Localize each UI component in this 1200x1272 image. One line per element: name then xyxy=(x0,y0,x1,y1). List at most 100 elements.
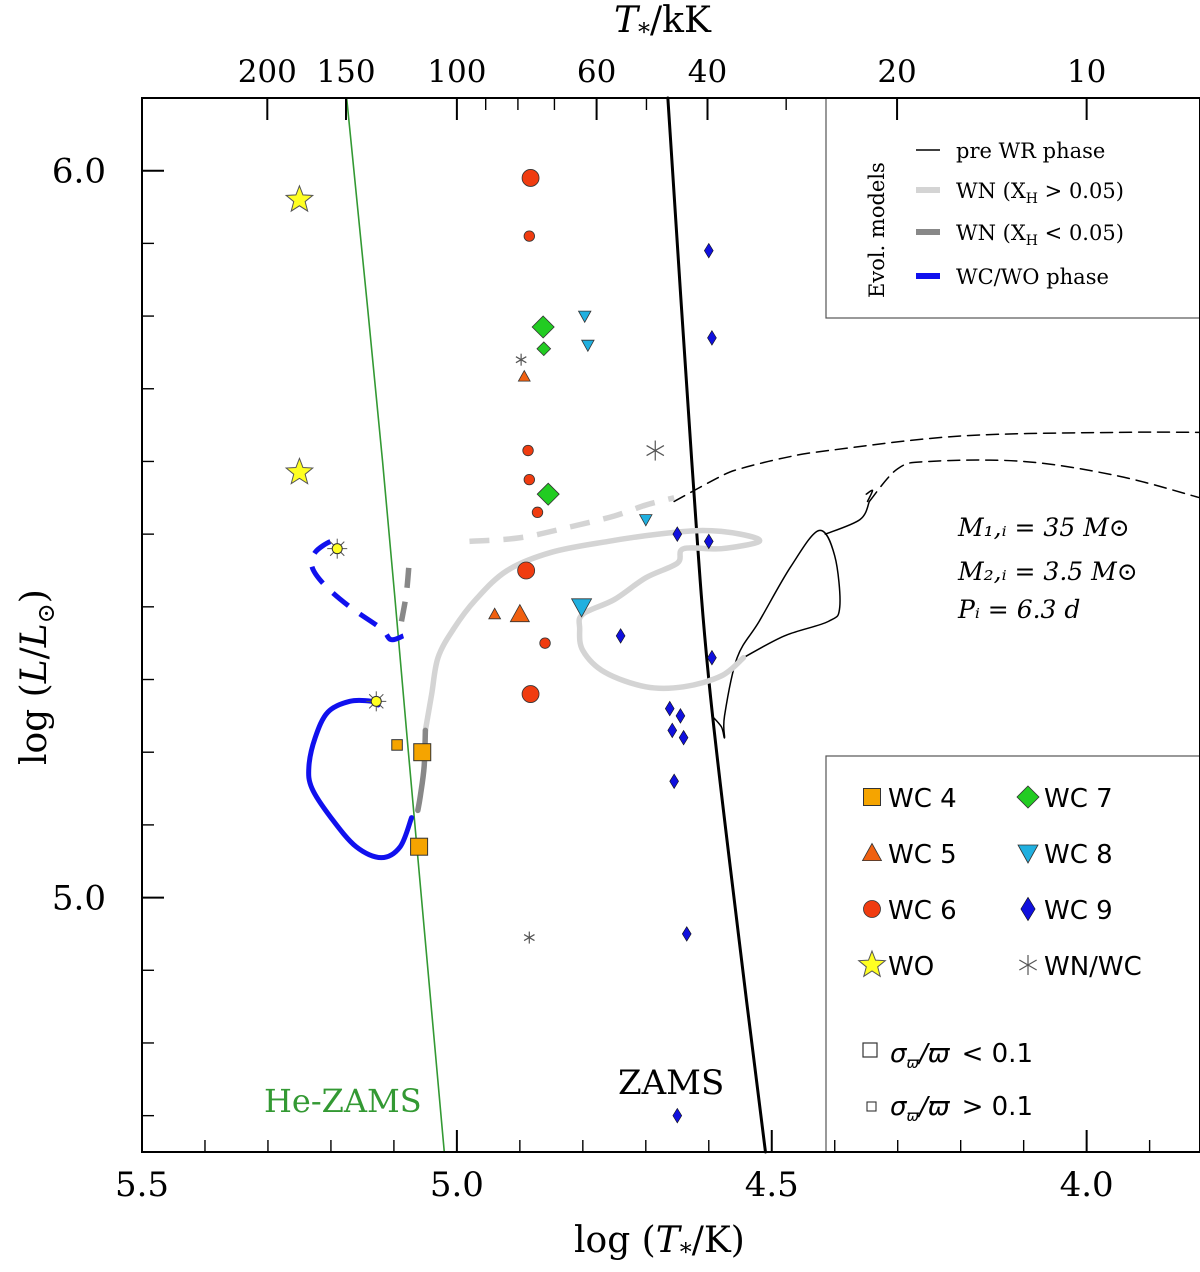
point-wc7 xyxy=(536,341,552,357)
mass1-label: M₁,ᵢ = 35 M⊙ xyxy=(957,513,1130,542)
track-wn-noh xyxy=(398,555,413,622)
y-axis-label: log (L/L⊙) xyxy=(14,589,60,765)
asterisk-ray xyxy=(523,934,535,942)
legend-marker-label: WC 5 xyxy=(888,840,957,870)
track-wn-noh xyxy=(415,727,429,814)
y-tick-label: 5.0 xyxy=(52,879,106,919)
legend-marker-label: WO xyxy=(888,952,934,982)
track-pre-wr xyxy=(711,529,841,739)
legend-marker-label: WN/WC xyxy=(1044,952,1142,982)
point-wc6 xyxy=(521,685,540,703)
point-wo xyxy=(284,456,315,485)
legend-spectral-types: WC 4 WC 7WC 5 WC 8WC 6 WC 9WO WN/WC σϖ/ϖ < 0.… xyxy=(825,755,1200,1153)
legend-marker-wc-7 xyxy=(1016,785,1040,809)
track-pre-wr xyxy=(673,431,1200,503)
legend-marker-wc-6 xyxy=(863,900,881,918)
legend-wc-wo-label: WC/WO phase xyxy=(956,265,1109,289)
legend-marker-label: WC 4 xyxy=(888,784,957,814)
x-axis-label: log (T*/K) xyxy=(574,1220,745,1266)
top-tick-label: 150 xyxy=(316,54,375,90)
x-tick-label: 5.5 xyxy=(115,1165,169,1205)
track-pre-wr xyxy=(868,459,1200,503)
top-axis-label: T*/kK xyxy=(614,0,712,46)
legend-size-small-label: σϖ/ϖ > 0.1 xyxy=(890,1092,1033,1125)
point-wc4 xyxy=(413,743,432,762)
track-wn-h xyxy=(469,495,675,545)
plot-frame xyxy=(141,97,1200,1153)
point-wc9 xyxy=(615,628,626,644)
point-wc5 xyxy=(509,603,531,623)
point-wc8 xyxy=(577,310,592,324)
point-wc6 xyxy=(521,169,540,187)
point-wc5 xyxy=(488,607,502,620)
y-tick-label: 6.0 xyxy=(52,152,106,192)
asterisk-ray xyxy=(646,445,665,457)
track-wc-wo xyxy=(308,538,405,643)
x-tick-label: 4.0 xyxy=(1060,1165,1114,1205)
x-tick-label: 5.0 xyxy=(430,1165,484,1205)
track-marker-dot xyxy=(331,543,343,555)
point-wc6 xyxy=(531,506,544,519)
legend-wn-h-label: WN (XH > 0.05) xyxy=(956,179,1124,207)
legend-evol-box xyxy=(825,97,1200,319)
point-wc8 xyxy=(638,514,653,527)
top-tick-label: 20 xyxy=(877,54,916,90)
track-hezams xyxy=(345,97,446,1153)
legend-marker-wc-5 xyxy=(861,842,883,861)
point-wc9 xyxy=(681,926,692,942)
track-pre-wr xyxy=(865,489,874,503)
point-wc6 xyxy=(522,444,534,457)
point-wn-wc xyxy=(523,931,535,944)
track-wc-wo xyxy=(306,697,415,861)
point-wc7 xyxy=(536,482,560,506)
top-tick-label: 40 xyxy=(688,54,727,90)
legend-marker-label: WC 7 xyxy=(1044,784,1113,814)
asterisk-ray xyxy=(515,356,527,364)
point-wc9 xyxy=(678,729,689,746)
legend-marker-wn-wc xyxy=(1019,955,1037,975)
point-wc9 xyxy=(675,708,686,724)
point-wc9 xyxy=(707,330,717,346)
point-wc5 xyxy=(517,369,531,382)
legend-marker-label: WC 8 xyxy=(1044,840,1113,870)
legend-pre-wr-label: pre WR phase xyxy=(956,139,1105,163)
point-wc8 xyxy=(570,598,593,618)
legend-size-small-marker xyxy=(866,1101,877,1112)
point-wn-wc xyxy=(515,353,527,366)
point-wc9 xyxy=(672,526,683,542)
legend-evol-title: Evol. models xyxy=(865,162,889,298)
point-wc9 xyxy=(704,242,714,259)
legend-marker-wo xyxy=(857,949,887,978)
legend-marker-label: WC 6 xyxy=(888,896,957,926)
top-tick-label: 200 xyxy=(238,54,297,90)
legend-wn-noh-label: WN (XH < 0.05) xyxy=(956,221,1124,249)
point-wc6 xyxy=(517,561,536,580)
legend-markers-box xyxy=(825,755,1200,1153)
track-wn-h xyxy=(422,527,763,734)
asterisk-ray xyxy=(1019,959,1037,971)
axis-ticks: 5.5 5.0 4.5 4.0 5.0 6.0 200 150 100 60 40 20 10 xyxy=(52,54,1151,1205)
zams-label: ZAMS xyxy=(618,1063,724,1103)
legend-marker-wc-8 xyxy=(1017,844,1039,864)
point-wc6 xyxy=(539,637,551,649)
point-wc6 xyxy=(523,230,535,242)
data-points xyxy=(284,169,717,1124)
top-tick-label: 10 xyxy=(1067,54,1106,90)
point-wc7 xyxy=(531,315,555,339)
track-marker-dot xyxy=(370,695,382,707)
point-wo xyxy=(284,184,315,213)
period-label: Pᵢ = 6.3 d xyxy=(957,595,1080,624)
point-wc8 xyxy=(580,339,595,353)
point-wc9 xyxy=(664,700,675,717)
point-wn-wc xyxy=(646,440,665,461)
legend-marker-wc-4 xyxy=(863,788,881,806)
top-tick-label: 100 xyxy=(427,54,486,90)
point-wc6 xyxy=(523,473,535,486)
point-wc9 xyxy=(704,533,714,550)
point-wc9 xyxy=(667,722,678,739)
x-tick-label: 4.5 xyxy=(745,1165,799,1205)
track-pre-wr xyxy=(824,500,871,535)
track-star-marker xyxy=(366,691,387,712)
legend-evol-models: Evol. models pre WR phase WN (XH > 0.05)… xyxy=(825,97,1200,319)
evolution-tracks xyxy=(306,96,1200,1154)
